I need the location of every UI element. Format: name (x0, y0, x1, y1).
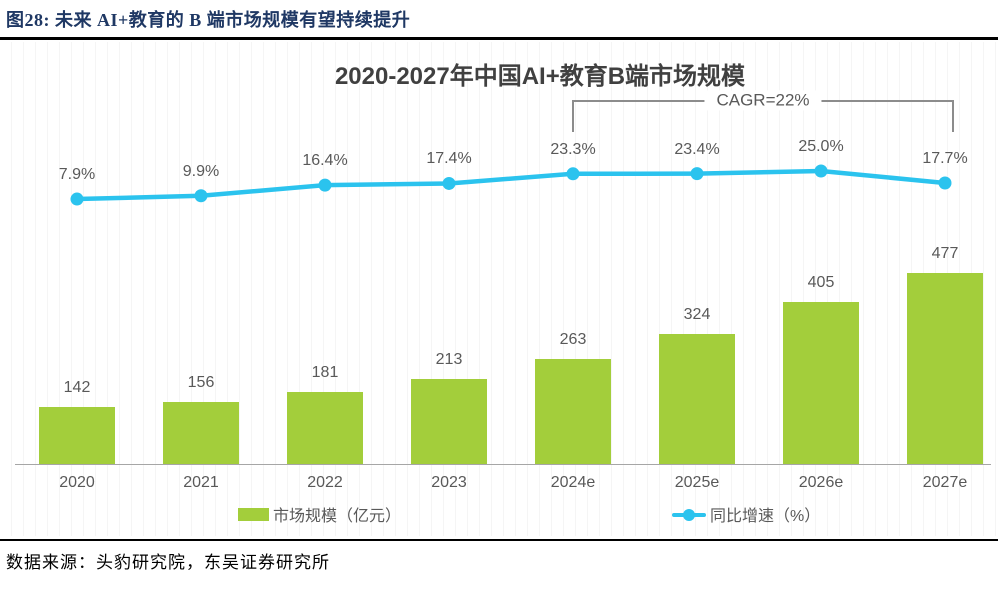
figure-caption: 图28: 未来 AI+教育的 B 端市场规模有望持续提升 (6, 10, 411, 30)
bar-value-label-2026e: 405 (807, 274, 835, 291)
bar-2023 (411, 378, 487, 464)
bar-2027e (907, 273, 983, 464)
bar-value-label-2020: 142 (63, 379, 91, 397)
growth-label-2023: 17.4% (426, 150, 472, 168)
bar-series-swatch-icon (238, 507, 269, 521)
chart-area: 2020-2027年中国AI+教育B端市场规模 CAGR=22% 142 7.9%… (0, 42, 998, 536)
bar-2026e (783, 302, 859, 464)
cagr-bracket: CAGR=22% (572, 90, 954, 132)
legend: 市场规模（亿元） 同比增速（%） (0, 502, 998, 526)
bar-2021 (163, 401, 239, 464)
bar-2025e (659, 334, 735, 464)
growth-marker-2027e (938, 176, 952, 190)
growth-marker-2026e (814, 164, 828, 178)
growth-marker-2023 (442, 176, 456, 190)
x-tick-2023: 2023 (431, 474, 467, 491)
x-tick-2026e: 2026e (798, 474, 844, 491)
x-tick-2027e: 2027e (922, 474, 968, 491)
x-tick-2021: 2021 (183, 474, 219, 491)
growth-marker-2022 (318, 178, 332, 192)
bar-2022 (287, 391, 363, 464)
legend-label-growth-rate: 同比增速（%） (710, 508, 821, 525)
growth-label-2027e: 17.7% (922, 149, 968, 167)
x-tick-2020: 2020 (59, 474, 95, 491)
legend-item-market-size: 市场规模（亿元） (238, 502, 401, 526)
growth-line (76, 168, 946, 202)
legend-item-growth-rate: 同比增速（%） (672, 502, 820, 526)
bar-value-label-2021: 156 (187, 373, 215, 391)
growth-marker-2020 (70, 192, 84, 206)
growth-label-2024e: 23.3% (550, 140, 596, 158)
x-tick-2025e: 2025e (674, 474, 720, 491)
growth-label-2026e: 25.0% (798, 138, 844, 155)
growth-label-2021: 9.9% (182, 162, 220, 180)
bar-value-label-2023: 213 (435, 350, 463, 368)
growth-label-2022: 16.4% (302, 152, 348, 170)
bar-value-label-2027e: 477 (931, 245, 959, 263)
legend-label-market-size: 市场规模（亿元） (273, 508, 402, 525)
growth-marker-2024e (566, 167, 580, 181)
x-tick-2022: 2022 (307, 474, 343, 491)
footer-divider (0, 539, 998, 541)
line-swatch-dot (683, 508, 695, 521)
x-axis-line (15, 464, 991, 465)
bar-2024e (535, 358, 611, 464)
growth-marker-2025e (690, 167, 704, 181)
growth-marker-2021 (194, 189, 208, 203)
bar-value-label-2024e: 263 (559, 330, 587, 348)
source-note: 数据来源：头豹研究院，东吴证券研究所 (6, 553, 330, 572)
chart-title: 2020-2027年中国AI+教育B端市场规模 (334, 63, 746, 90)
line-series-swatch-icon (672, 508, 706, 521)
header-divider (0, 37, 998, 40)
cagr-label: CAGR=22% (704, 90, 822, 111)
bar-2020 (39, 407, 115, 464)
bar-value-label-2022: 181 (311, 363, 339, 381)
bar-value-label-2025e: 324 (683, 306, 711, 324)
growth-label-2025e: 23.4% (674, 140, 720, 158)
growth-label-2020: 7.9% (58, 166, 96, 184)
growth-line-chart (70, 164, 952, 206)
x-tick-2024e: 2024e (550, 474, 596, 491)
